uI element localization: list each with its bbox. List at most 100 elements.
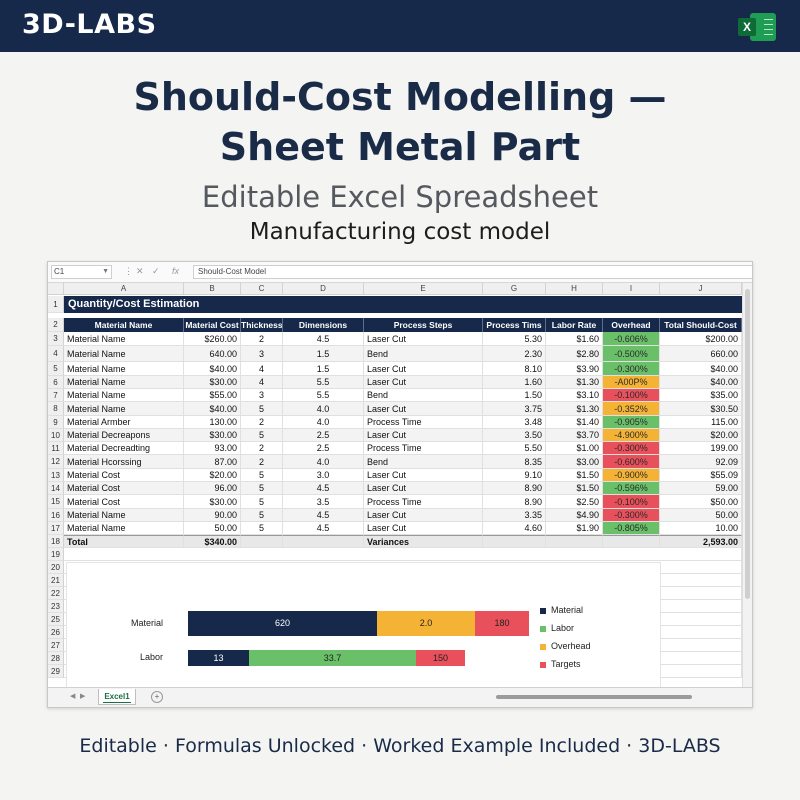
table-cell[interactable]: Laser Cut (364, 362, 483, 376)
table-cell[interactable]: $3.90 (546, 362, 603, 376)
column-header[interactable]: A (64, 283, 184, 295)
bar-material[interactable]: 620 (188, 611, 377, 636)
table-cell[interactable]: $1.50 (546, 469, 603, 482)
vertical-scrollbar[interactable] (742, 283, 752, 687)
row-header[interactable]: 16 (48, 509, 64, 522)
table-cell[interactable]: -0.900% (603, 469, 660, 482)
table-cell[interactable]: 2 (241, 332, 283, 346)
table-cell[interactable]: 93.00 (184, 442, 241, 455)
table-cell[interactable]: -0.805% (603, 522, 660, 535)
table-cell[interactable]: $30.50 (660, 402, 742, 416)
table-cell[interactable]: Material Armber (64, 416, 184, 429)
column-header[interactable]: I (603, 283, 660, 295)
row-header[interactable]: 11 (48, 442, 64, 455)
horizontal-scrollbar[interactable] (496, 695, 692, 699)
table-cell[interactable]: 3.75 (483, 402, 546, 416)
table-cell[interactable]: -0.100% (603, 495, 660, 509)
column-header[interactable]: C (241, 283, 283, 295)
bar-material[interactable]: 13 (188, 650, 249, 666)
table-cell[interactable]: 50.00 (660, 509, 742, 522)
empty-cell[interactable] (660, 626, 742, 639)
table-cell[interactable]: $1.50 (546, 482, 603, 495)
table-cell[interactable]: $1.30 (546, 376, 603, 389)
row-header[interactable]: 27 (48, 639, 64, 652)
table-cell[interactable]: 3 (241, 389, 283, 402)
row-header[interactable]: 18 (48, 535, 64, 548)
table-cell[interactable]: $55.00 (184, 389, 241, 402)
table-cell[interactable]: Material Name (64, 522, 184, 535)
table-cell[interactable]: 2 (241, 416, 283, 429)
row-header[interactable]: 19 (48, 548, 64, 561)
table-cell[interactable]: $1.40 (546, 416, 603, 429)
table-cell[interactable]: $30.00 (184, 495, 241, 509)
table-cell[interactable]: Laser Cut (364, 429, 483, 442)
table-cell[interactable]: $200.00 (660, 332, 742, 346)
row-header[interactable]: 1 (48, 296, 64, 313)
table-cell[interactable]: 3 (241, 346, 283, 362)
table-cell[interactable]: Material Decreadting (64, 442, 184, 455)
table-cell[interactable]: -0.300% (603, 362, 660, 376)
total-cell[interactable]: 2,593.00 (660, 535, 742, 548)
table-cell[interactable]: 8.10 (483, 362, 546, 376)
empty-cell[interactable] (64, 548, 660, 561)
table-cell[interactable]: 96.00 (184, 482, 241, 495)
table-cell[interactable]: -0.100% (603, 389, 660, 402)
table-cell[interactable]: 3.0 (283, 469, 364, 482)
row-header[interactable]: 22 (48, 587, 64, 600)
table-cell[interactable]: 4.5 (283, 509, 364, 522)
table-cell[interactable]: Laser Cut (364, 509, 483, 522)
table-cell[interactable]: 87.00 (184, 455, 241, 469)
row-header[interactable]: 9 (48, 416, 64, 429)
table-cell[interactable]: $2.50 (546, 495, 603, 509)
table-cell[interactable]: $30.00 (184, 429, 241, 442)
row-header[interactable]: 14 (48, 482, 64, 495)
table-cell[interactable]: Bend (364, 389, 483, 402)
row-header[interactable]: 2 (48, 318, 64, 332)
table-cell[interactable]: $1.90 (546, 522, 603, 535)
table-cell[interactable]: 5 (241, 469, 283, 482)
table-cell[interactable]: -0.352% (603, 402, 660, 416)
table-cell[interactable]: 2.5 (283, 429, 364, 442)
total-cell[interactable] (603, 535, 660, 548)
table-cell[interactable]: 640.00 (184, 346, 241, 362)
table-cell[interactable]: 50.00 (184, 522, 241, 535)
sheet-tab[interactable]: Excel1 (98, 689, 136, 705)
table-cell[interactable]: 1.50 (483, 389, 546, 402)
table-cell[interactable]: 4.0 (283, 402, 364, 416)
table-cell[interactable]: -0.300% (603, 509, 660, 522)
table-cell[interactable]: -0.600% (603, 455, 660, 469)
empty-cell[interactable] (660, 574, 742, 587)
table-cell[interactable]: Process Time (364, 442, 483, 455)
table-cell[interactable]: $40.00 (184, 362, 241, 376)
table-cell[interactable]: 4.0 (283, 416, 364, 429)
row-header[interactable]: 7 (48, 389, 64, 402)
table-cell[interactable]: 10.00 (660, 522, 742, 535)
table-cell[interactable]: 199.00 (660, 442, 742, 455)
total-cell[interactable]: $340.00 (184, 535, 241, 548)
table-cell[interactable]: $2.80 (546, 346, 603, 362)
table-cell[interactable]: Material Decreapons (64, 429, 184, 442)
table-cell[interactable]: 8.90 (483, 482, 546, 495)
table-cell[interactable]: 4.5 (283, 522, 364, 535)
table-cell[interactable]: Laser Cut (364, 402, 483, 416)
row-header[interactable]: 4 (48, 346, 64, 362)
table-cell[interactable]: 3.35 (483, 509, 546, 522)
table-cell[interactable]: -0.596% (603, 482, 660, 495)
table-cell[interactable]: Material Cost (64, 495, 184, 509)
table-cell[interactable]: Material Cost (64, 482, 184, 495)
table-cell[interactable]: Laser Cut (364, 482, 483, 495)
table-cell[interactable]: 5 (241, 522, 283, 535)
table-cell[interactable]: $35.00 (660, 389, 742, 402)
table-cell[interactable]: 8.90 (483, 495, 546, 509)
column-header[interactable]: G (483, 283, 546, 295)
row-header[interactable]: 20 (48, 561, 64, 574)
row-header[interactable]: 3 (48, 332, 64, 346)
table-cell[interactable]: $1.60 (546, 332, 603, 346)
table-cell[interactable]: Process Time (364, 495, 483, 509)
table-cell[interactable]: 3.50 (483, 429, 546, 442)
table-cell[interactable]: Process Time (364, 416, 483, 429)
empty-cell[interactable] (660, 587, 742, 600)
table-cell[interactable]: 5 (241, 402, 283, 416)
total-cell[interactable]: Total (64, 535, 184, 548)
empty-cell[interactable] (660, 561, 742, 574)
